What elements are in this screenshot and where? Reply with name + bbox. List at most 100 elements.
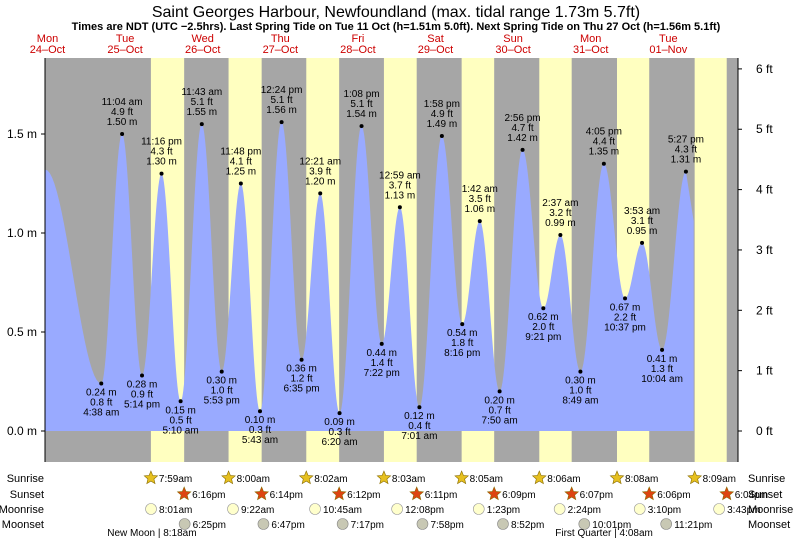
tide-value-label: 0.7 ft <box>488 405 510 416</box>
sunset-time: 6:04pm <box>735 490 768 501</box>
tide-value-label: 8:49 am <box>562 396 598 407</box>
tide-point <box>337 411 342 416</box>
tide-point <box>140 373 145 378</box>
tide-point <box>439 133 444 138</box>
tide-value-label: 1.0 ft <box>211 386 233 397</box>
tide-value-label: 2.2 ft <box>614 312 636 323</box>
moonset-time: 7:58pm <box>430 520 463 531</box>
moonset-icon <box>660 518 672 530</box>
tide-value-label: 0.3 ft <box>328 427 350 438</box>
tide-value-label: 1.35 m <box>589 147 620 158</box>
tide-value-label: 0.24 m <box>86 387 117 398</box>
tide-value-label: 1.4 ft <box>371 358 393 369</box>
tide-point <box>299 357 304 362</box>
tide-point <box>397 205 402 210</box>
tide-value-label: 1.0 ft <box>569 386 591 397</box>
tide-value-label: 1.13 m <box>385 190 416 201</box>
tide-point <box>238 181 243 186</box>
sunset-time: 6:06pm <box>657 490 690 501</box>
day-date: 01–Nov <box>649 44 687 56</box>
day-date: 28–Oct <box>340 44 375 56</box>
sunrise-time: 8:06am <box>547 474 580 485</box>
sunset-icon <box>254 486 270 501</box>
left-tick-label: 1.5 m <box>7 127 37 141</box>
tide-value-label: 0.95 m <box>627 226 658 237</box>
right-tick-label: 6 ft <box>756 62 773 76</box>
tide-value-label: 5:10 am <box>163 425 199 436</box>
moonset-icon <box>416 518 429 530</box>
right-tick-label: 5 ft <box>756 122 773 136</box>
tide-value-label: 3.7 ft <box>389 180 411 191</box>
tide-value-label: 4.1 ft <box>230 157 252 168</box>
day-name: Thu <box>271 33 290 45</box>
sunrise-time: 8:09am <box>703 474 736 485</box>
moonrise-time: 3:43pm <box>727 505 760 516</box>
tide-value-label: 1.31 m <box>671 155 702 166</box>
sunset-icon <box>176 486 192 501</box>
tide-value-label: 5:43 am <box>242 435 278 446</box>
sunset-icon <box>331 486 347 501</box>
tide-value-label: 12:59 am <box>379 170 421 181</box>
sunset-icon <box>564 486 580 501</box>
sunrise-icon <box>143 470 159 485</box>
sunrise-icon <box>376 470 392 485</box>
sunrise-icon <box>298 470 314 485</box>
tide-point <box>578 369 583 374</box>
tide-point <box>477 219 482 224</box>
sunset-icon <box>641 486 657 501</box>
sunrise-icon <box>609 470 625 485</box>
tide-point <box>359 124 364 129</box>
moonset-time: 7:17pm <box>351 520 384 531</box>
sunrise-icon <box>531 470 547 485</box>
tide-value-label: 3.2 ft <box>549 208 571 219</box>
tide-value-label: 2.0 ft <box>532 322 554 333</box>
tide-value-label: 0.41 m <box>647 354 678 365</box>
tide-value-label: 11:43 am <box>181 87 222 98</box>
daylight-band <box>694 58 727 462</box>
tide-value-label: 4.9 ft <box>431 109 453 120</box>
right-tick-label: 4 ft <box>756 183 773 197</box>
day-date: 27–Oct <box>263 44 298 56</box>
moonset-time: 10:01pm <box>592 520 631 531</box>
row-label-right: Moonset <box>748 519 790 531</box>
tide-value-label: 12:21 am <box>299 156 341 167</box>
tide-value-label: 4.7 ft <box>511 123 533 134</box>
sunset-time: 6:07pm <box>580 490 613 501</box>
day-name: Mon <box>37 33 58 45</box>
moonrise-time: 3:10pm <box>648 505 681 516</box>
tide-value-label: 5:53 pm <box>204 396 240 407</box>
tide-value-label: 2:37 am <box>542 198 578 209</box>
moonrise-icon <box>309 503 321 515</box>
moonrise-icon <box>227 503 239 515</box>
sunrise-icon <box>687 470 703 485</box>
tide-area <box>45 122 694 432</box>
tide-value-label: 7:22 pm <box>364 368 400 379</box>
row-label-right: Sunset <box>748 489 782 501</box>
tide-value-label: 10:37 pm <box>604 322 646 333</box>
moonrise-icon <box>472 503 485 515</box>
tide-value-label: 0.8 ft <box>90 397 112 408</box>
moonrise-time: 2:24pm <box>568 505 601 516</box>
day-headers: Mon24–OctTue25–OctWed26–OctThu27–OctFri2… <box>30 33 688 56</box>
sunrise-icon <box>454 470 470 485</box>
sunset-icon <box>409 486 425 501</box>
tide-value-label: 3:53 am <box>624 206 660 217</box>
moonset-icon <box>578 518 591 530</box>
tide-value-label: 1.2 ft <box>290 374 312 385</box>
tide-value-label: 0.20 m <box>484 395 515 406</box>
tide-value-label: 5:27 pm <box>668 135 704 146</box>
tide-value-label: 1:08 pm <box>343 89 379 100</box>
moonset-time: 6:47pm <box>271 520 304 531</box>
tide-value-label: 1.25 m <box>226 167 257 178</box>
row-label-left: Sunrise <box>7 473 44 485</box>
tide-value-label: 11:16 pm <box>141 137 182 148</box>
day-name: Wed <box>191 33 213 45</box>
tide-value-label: 3.1 ft <box>631 216 653 227</box>
chart-subtitle: Times are NDT (UTC −2.5hrs). Last Spring… <box>72 21 721 33</box>
tide-value-label: 0.4 ft <box>408 421 430 432</box>
tide-value-label: 0.9 ft <box>131 390 153 401</box>
sunset-time: 6:11pm <box>425 490 458 501</box>
tide-value-label: 1.50 m <box>107 117 138 128</box>
tide-value-label: 1.55 m <box>187 107 218 118</box>
